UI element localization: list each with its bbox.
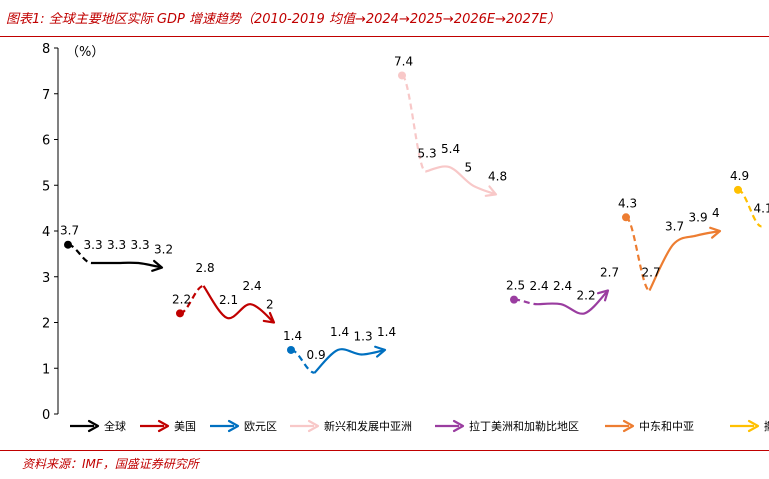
data-label: 2.5: [506, 279, 525, 293]
data-label: 3.7: [665, 220, 684, 234]
data-label: 5.3: [418, 147, 437, 161]
data-label: 3.3: [131, 238, 150, 252]
data-label: 2.4: [243, 279, 262, 293]
data-label: 1.3: [354, 330, 373, 344]
data-label: 4.3: [618, 196, 637, 210]
title-rule: [0, 36, 769, 37]
series-start-dot: [734, 185, 742, 194]
y-tick-label: 7: [42, 88, 50, 103]
data-label: 2.2: [577, 288, 596, 302]
chart-title: 图表1: 全球主要地区实际 GDP 增速趋势（2010-2019 均值→2024…: [6, 12, 561, 27]
legend-arrowhead: [307, 419, 320, 433]
series-dashed-segment: [400, 74, 427, 173]
legend-label: 拉丁美洲和加勒比地区: [469, 419, 579, 433]
series-line: [313, 348, 386, 374]
y-tick-label: 6: [42, 134, 50, 149]
footer-rule: [0, 450, 769, 451]
series-arrowhead: [374, 345, 387, 358]
data-label: 4.8: [488, 169, 507, 183]
source-note: 资料来源：IMF，国盛证券研究所: [22, 457, 199, 471]
data-label: 1.4: [283, 329, 302, 343]
data-label: 0.9: [307, 348, 326, 362]
data-label: 3.2: [154, 243, 173, 257]
legend-arrowhead: [157, 419, 170, 433]
series-2: 1.4 0.9 1.4 1.3 1.4: [283, 325, 396, 374]
legend: 全球 美国 欧元区 新兴和发展中亚洲 拉丁美洲和加勒比地区 中东和中亚 撒哈拉以南非洲: [70, 419, 769, 433]
data-label: 2.7: [642, 265, 661, 279]
data-label: 1.4: [330, 325, 349, 339]
y-axis-unit: （%）: [66, 45, 104, 60]
series-group: 3.7 3.3 3.3 3.3 3.2 2.2 2.8 2.1 2.4 2 1.4 0.9 1.4 1.3…: [60, 54, 769, 374]
series-0: 3.7 3.3 3.3 3.3 3.2: [60, 224, 173, 272]
legend-item: 新兴和发展中亚洲: [290, 419, 412, 433]
legend-label: 新兴和发展中亚洲: [324, 419, 412, 433]
series-3: 7.4 5.3 5.4 5 4.8: [394, 54, 507, 197]
legend-item: 美国: [140, 419, 196, 433]
legend-item: 全球: [70, 419, 126, 433]
legend-arrowhead: [747, 419, 760, 433]
series-start-dot: [510, 295, 518, 304]
y-tick-label: 4: [42, 225, 50, 240]
series-line: [425, 165, 497, 196]
y-tick-label: 5: [42, 179, 50, 194]
data-label: 1.4: [377, 325, 396, 339]
series-start-dot: [622, 213, 630, 222]
series-arrowhead: [262, 311, 276, 324]
data-label: 2.4: [530, 279, 549, 293]
data-label: 4.1: [754, 201, 769, 215]
y-tick-label: 8: [42, 42, 50, 57]
series-start-dot: [64, 240, 72, 249]
series-1: 2.2 2.8 2.1 2.4 2: [172, 261, 276, 324]
y-tick-label: 1: [42, 362, 50, 377]
series-line: [91, 261, 163, 269]
data-label: 3.3: [84, 238, 103, 252]
data-label: 4: [712, 206, 720, 220]
series-line: [537, 289, 609, 315]
data-label: 5.4: [441, 142, 460, 156]
legend-item: 拉丁美洲和加勒比地区: [435, 419, 579, 433]
data-label: 7.4: [394, 54, 413, 68]
data-label: 3.3: [107, 238, 126, 252]
series-arrowhead: [709, 226, 722, 239]
legend-arrowhead: [227, 419, 240, 433]
legend-label: 美国: [174, 420, 196, 433]
data-label: 2.2: [172, 292, 191, 306]
series-6: 4.9 4.1: [730, 169, 769, 228]
data-label: 5: [465, 160, 473, 174]
series-start-dot: [176, 309, 184, 318]
legend-item: 欧元区: [210, 419, 277, 433]
legend-arrowhead: [452, 419, 465, 433]
data-label: 2.4: [553, 279, 572, 293]
data-label: 2.1: [219, 293, 238, 307]
data-label: 3.7: [60, 224, 79, 238]
data-label: 2.8: [196, 261, 215, 275]
legend-arrowhead: [87, 419, 100, 433]
series-5: 4.3 2.7 3.7 3.9 4: [618, 196, 722, 292]
series-arrowhead: [596, 289, 610, 302]
series-line: [648, 229, 721, 291]
series-arrowhead: [151, 259, 164, 272]
y-tick-label: 2: [42, 317, 50, 332]
data-label: 4.9: [730, 169, 749, 183]
series-arrowhead: [484, 185, 498, 197]
legend-arrowhead: [622, 419, 635, 433]
series-line: [202, 285, 275, 324]
y-tick-label: 3: [42, 271, 50, 286]
legend-item: 撒哈拉以南非洲: [730, 419, 769, 433]
series-4: 2.5 2.4 2.4 2.2 2.7: [506, 265, 619, 315]
data-label: 2.7: [600, 265, 619, 279]
legend-label: 中东和中亚: [639, 420, 694, 433]
y-axis: 0 1 2 3 4 5 6 7 8: [42, 42, 59, 423]
data-label: 2: [266, 298, 274, 312]
legend-label: 全球: [104, 419, 126, 433]
legend-label: 撒哈拉以南非洲: [764, 419, 769, 433]
series-start-dot: [398, 71, 406, 80]
series-dashed-segment: [624, 216, 651, 292]
legend-item: 中东和中亚: [605, 419, 694, 433]
y-tick-label: 0: [42, 408, 50, 423]
legend-label: 欧元区: [244, 420, 277, 433]
data-label: 3.9: [689, 211, 708, 225]
series-start-dot: [287, 345, 295, 354]
